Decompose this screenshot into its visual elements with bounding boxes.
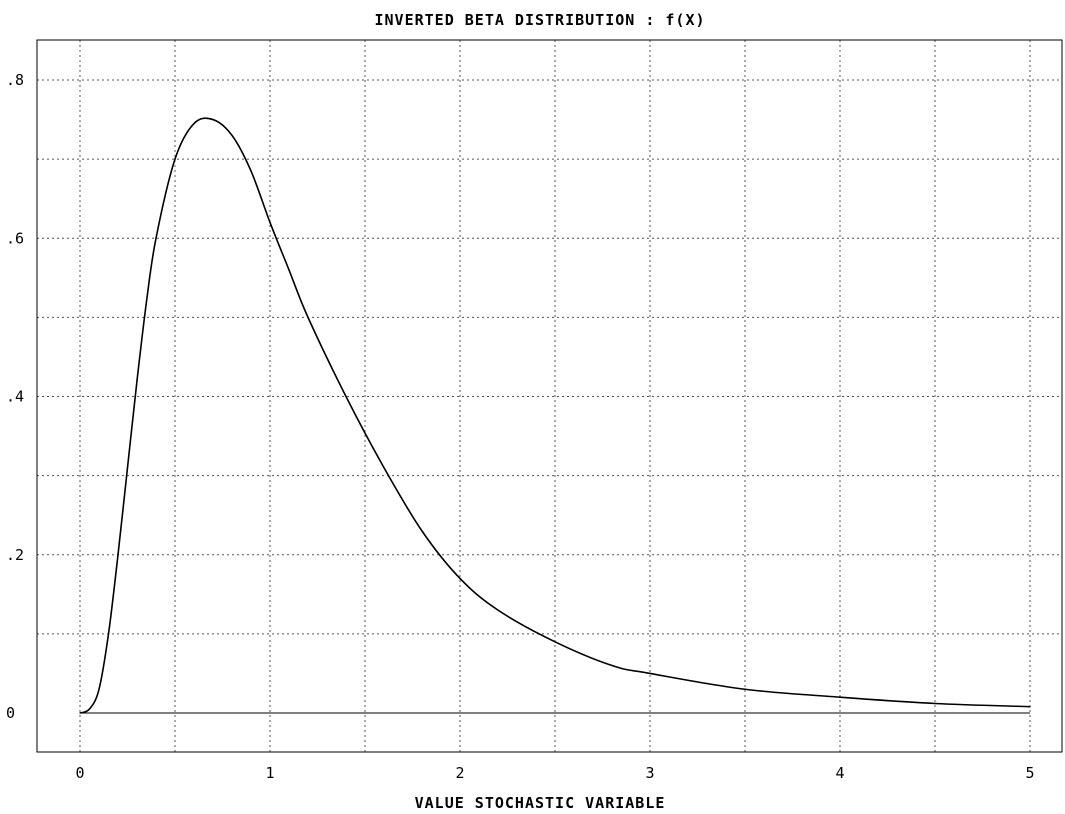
data-point [934, 702, 936, 705]
grid [37, 40, 1062, 752]
series-layer [79, 117, 1031, 714]
data-point [193, 122, 195, 125]
series-line [79, 117, 1031, 714]
x-tick-label: 5 [1025, 764, 1034, 782]
data-point [497, 609, 499, 611]
chart-title: INVERTED BETA DISTRIBUTION : f(X) [374, 11, 705, 29]
data-point [1029, 706, 1031, 708]
data-point [231, 134, 233, 136]
data-point [107, 633, 110, 635]
y-tick-label: .6 [6, 229, 24, 247]
data-point [383, 467, 385, 469]
y-tick-label: 0 [6, 704, 15, 722]
data-point [744, 688, 746, 690]
x-tick-label: 1 [265, 764, 274, 782]
plot-frame [36, 39, 1063, 753]
data-point [421, 530, 423, 532]
data-point [155, 237, 157, 239]
x-tick-label: 0 [75, 764, 84, 782]
data-point [459, 577, 461, 580]
data-point [839, 696, 841, 698]
data-point [554, 641, 556, 643]
data-point [649, 672, 651, 675]
data-point [611, 664, 613, 667]
data-point [117, 554, 119, 556]
data-point [98, 688, 100, 690]
data-point [79, 712, 81, 714]
x-tick-label: 2 [455, 764, 464, 782]
data-point [250, 170, 252, 172]
x-tick-label: 3 [645, 764, 654, 782]
data-point [145, 300, 148, 303]
y-tick-label: .4 [6, 388, 24, 406]
data-point [174, 158, 176, 160]
y-tick-label: .8 [6, 71, 24, 89]
data-point [88, 708, 91, 710]
x-tick-label: 4 [835, 764, 844, 782]
data-point [212, 118, 214, 121]
y-tick-label: .2 [6, 546, 24, 564]
data-point [126, 467, 129, 469]
data-point [307, 316, 309, 318]
data-point [269, 221, 271, 224]
tick-labels: 0 1 2 3 4 5 0 .2 .4 .6 .8 [6, 71, 1035, 782]
data-point [136, 380, 138, 382]
x-axis-label: VALUE STOCHASTIC VARIABLE [415, 794, 666, 812]
data-point [345, 395, 347, 398]
data-point [288, 269, 290, 271]
